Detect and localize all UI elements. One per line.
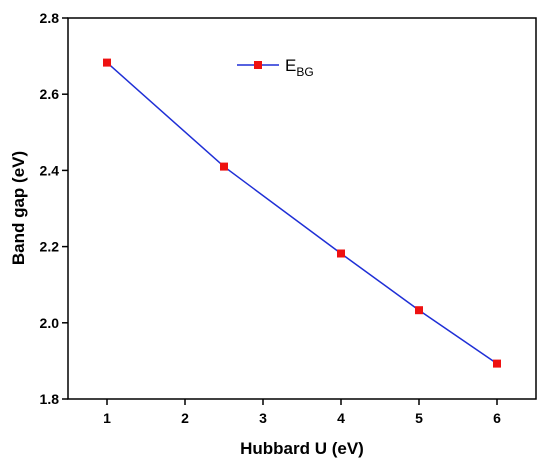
x-tick-label: 1	[103, 410, 111, 426]
y-tick-label: 2.6	[40, 86, 60, 102]
x-tick-label: 2	[181, 410, 189, 426]
data-point	[220, 162, 228, 171]
legend-label: EBG	[285, 56, 314, 79]
plot-area: 1 2 3 4 5 6 1.8 2.0 2.2 2.4 2.6 2.8	[40, 10, 537, 426]
plot-frame	[67, 17, 537, 400]
x-tick-label: 6	[493, 410, 501, 426]
legend-marker	[254, 61, 262, 69]
y-tick-label: 1.8	[40, 391, 60, 407]
y-axis-title: Band gap (eV)	[9, 151, 28, 265]
data-point	[415, 306, 423, 315]
data-point	[493, 359, 501, 368]
x-axis-ticks: 1 2 3 4 5 6	[103, 399, 501, 426]
x-tick-label: 3	[259, 410, 267, 426]
x-axis-title: Hubbard U (eV)	[240, 439, 364, 458]
x-tick-label: 4	[337, 410, 345, 426]
series-line	[106, 62, 498, 365]
data-point	[337, 249, 345, 258]
series-layer	[103, 58, 501, 368]
x-tick-label: 5	[415, 410, 423, 426]
y-tick-label: 2.8	[40, 10, 60, 26]
y-tick-label: 2.4	[40, 162, 60, 178]
y-tick-label: 2.2	[40, 239, 60, 255]
legend: EBG	[237, 56, 314, 79]
y-axis-ticks: 1.8 2.0 2.2 2.4 2.6 2.8	[40, 10, 68, 407]
legend-series-name: E	[285, 56, 296, 75]
y-tick-label: 2.0	[40, 315, 60, 331]
legend-series-subscript: BG	[296, 65, 313, 79]
data-point	[103, 58, 111, 67]
